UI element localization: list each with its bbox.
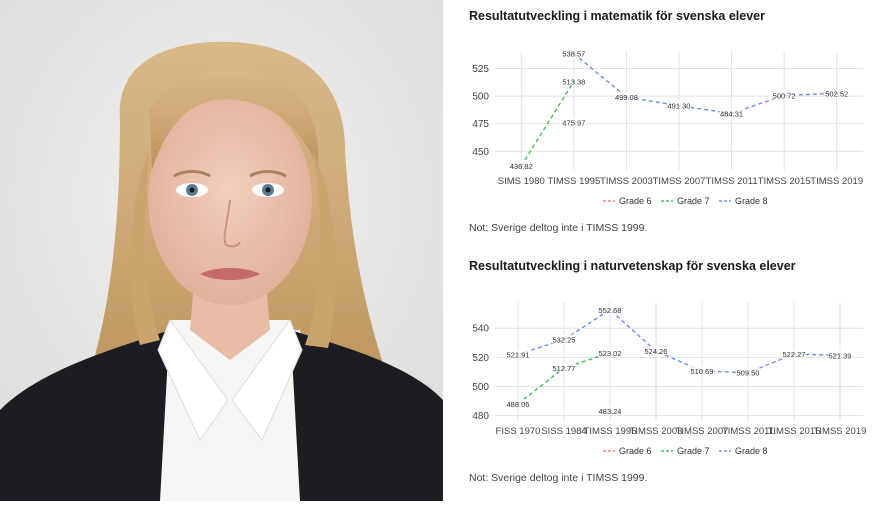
x-tick-label: TIMSS 2003 [630, 426, 683, 437]
data-label-bg [598, 405, 622, 415]
data-label-bg [828, 350, 852, 360]
data-label: 483.24 [599, 407, 622, 416]
portrait-illustration [0, 0, 443, 501]
data-label: 521.91 [507, 351, 530, 360]
data-label: 523.02 [599, 349, 622, 358]
data-label: 513.38 [562, 77, 585, 86]
x-tick-label: TIMSS 2015 [758, 176, 811, 187]
data-label-bg [614, 92, 639, 102]
x-tick-label: SISS 1984 [541, 426, 586, 437]
data-label: 532.25 [553, 336, 576, 345]
data-label: 436.82 [510, 162, 533, 171]
y-tick-label: 520 [472, 353, 489, 364]
data-label-bg [667, 100, 691, 110]
data-label-bg [772, 90, 797, 100]
data-label: 475.97 [562, 119, 585, 128]
legend-label: Grade 8 [735, 446, 768, 456]
legend-label: Grade 6 [619, 446, 652, 456]
x-tick-label: TIMSS 2015 [768, 426, 821, 437]
legend-label: Grade 7 [677, 446, 710, 456]
data-label-bg [598, 347, 622, 357]
data-label: 500.72 [773, 91, 796, 100]
data-label-bg [506, 398, 530, 408]
x-tick-label: SIMS 1980 [498, 176, 545, 187]
chart-title: Resultatutveckling i matematik för svens… [469, 9, 765, 23]
data-label-bg [736, 367, 760, 377]
series-line [573, 53, 837, 115]
y-tick-label: 500 [472, 382, 489, 393]
data-label-bg [561, 76, 586, 86]
data-label: 512.77 [553, 364, 576, 373]
data-label: 484.31 [720, 109, 743, 118]
data-label: 502.52 [825, 89, 848, 98]
x-tick-label: TIMSS 2007 [653, 176, 706, 187]
data-label-bg [598, 304, 622, 314]
data-label: 521.39 [829, 351, 852, 360]
x-tick-label: TIMSS 1995 [584, 426, 637, 437]
data-label-bg [644, 346, 668, 356]
data-label: 552.68 [599, 306, 622, 315]
x-tick-label: TIMSS 2007 [676, 426, 729, 437]
data-label-bg [552, 362, 576, 372]
data-label: 510.69 [691, 367, 714, 376]
data-label: 491.30 [668, 102, 691, 111]
portrait-photo [0, 0, 443, 501]
chart-note: Not: Sverige deltog inte i TIMSS 1999. [469, 472, 648, 484]
science-chart-block: Resultatutveckling i naturvetenskap för … [443, 250, 892, 501]
data-label: 499.08 [615, 93, 638, 102]
legend-label: Grade 8 [735, 196, 768, 206]
y-tick-label: 480 [472, 411, 489, 422]
legend-label: Grade 6 [619, 196, 652, 206]
y-tick-label: 525 [472, 64, 489, 75]
series-line [520, 80, 575, 167]
x-tick-label: TIMSS 2011 [706, 176, 758, 187]
data-label-bg [824, 88, 849, 98]
data-label: 488.06 [507, 400, 530, 409]
x-tick-label: TIMSS 1995 [547, 176, 600, 187]
data-label-bg [509, 160, 534, 170]
data-label: 522.27 [783, 350, 806, 359]
chart-title: Resultatutveckling i naturvetenskap för … [469, 259, 796, 273]
data-label-bg [782, 349, 806, 359]
chart-note: Not: Sverige deltog inte i TIMSS 1999. [469, 222, 648, 234]
data-label-bg [719, 108, 744, 118]
y-tick-label: 475 [472, 119, 489, 130]
x-tick-label: TIMSS 2011 [722, 426, 774, 437]
x-tick-label: TIMSS 2003 [600, 176, 653, 187]
data-label-bg [690, 365, 714, 375]
data-label: 524.26 [645, 347, 668, 356]
charts-panel: Resultatutveckling i matematik för svens… [443, 0, 892, 501]
y-tick-label: 450 [472, 147, 489, 158]
legend-label: Grade 7 [677, 196, 710, 206]
y-tick-label: 500 [472, 92, 489, 103]
x-tick-label: TIMSS 2019 [814, 426, 867, 437]
y-tick-label: 540 [472, 324, 489, 335]
data-label: 509.50 [737, 369, 760, 378]
x-tick-label: TIMSS 2019 [810, 176, 863, 187]
math-chart-block: Resultatutveckling i matematik för svens… [443, 0, 892, 250]
gridlines [495, 52, 863, 170]
data-label-bg [561, 48, 586, 58]
data-label: 538.57 [562, 50, 585, 59]
data-label-bg [561, 117, 586, 127]
data-label-bg [506, 349, 530, 359]
x-tick-label: FISS 1970 [496, 426, 541, 437]
data-label-bg [552, 334, 576, 344]
